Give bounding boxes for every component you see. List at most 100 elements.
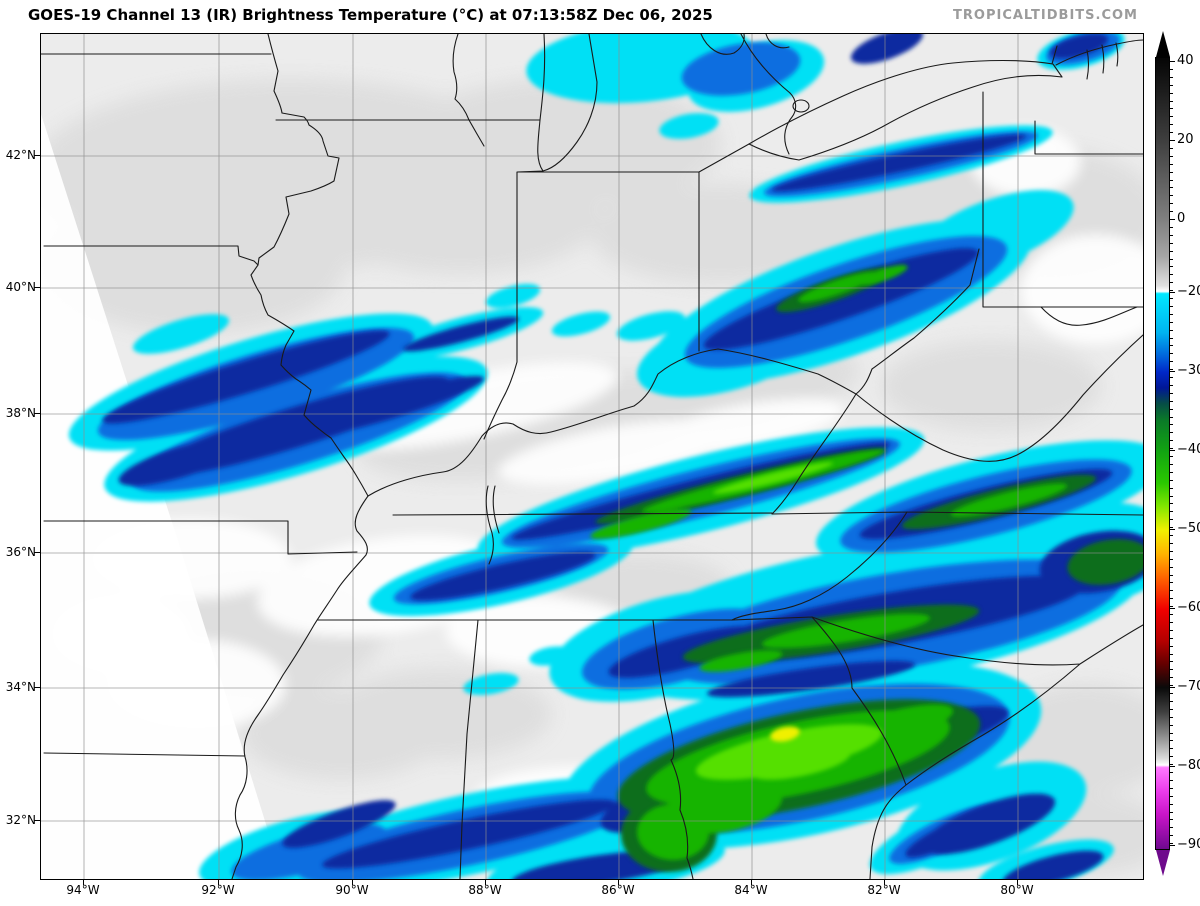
- colorbar-minor-tick: [1170, 266, 1173, 268]
- colorbar-minor-tick: [1170, 748, 1173, 750]
- colorbar-minor-tick: [1170, 732, 1173, 734]
- colorbar-minor-tick: [1170, 345, 1173, 347]
- colorbar-minor-tick: [1170, 448, 1173, 450]
- colorbar-tick-label: 20: [1177, 132, 1194, 147]
- border-northeast: [855, 91, 1143, 462]
- border-ohio-river: [367, 248, 980, 497]
- cloud-layer-bright-green: [695, 462, 883, 780]
- colorbar-minor-tick: [1170, 542, 1173, 544]
- colorbar-minor-tick: [1170, 100, 1173, 102]
- map-frame: [40, 33, 1144, 880]
- colorbar-minor-tick: [1170, 440, 1173, 442]
- colorbar-major-tick: [1170, 687, 1175, 688]
- colorbar-minor-tick: [1170, 511, 1173, 513]
- colorbar-minor-tick: [1170, 211, 1173, 213]
- colorbar-minor-tick: [1170, 661, 1173, 663]
- colorbar-minor-tick: [1170, 116, 1173, 118]
- border-lake-erie: [748, 39, 1143, 161]
- colorbar-minor-tick: [1170, 843, 1173, 845]
- colorbar-up-arrow: [1156, 31, 1170, 57]
- colorbar-minor-tick: [1170, 772, 1173, 773]
- colorbar-minor-tick: [1170, 724, 1173, 726]
- colorbar-tick-label: −70: [1177, 679, 1200, 694]
- colorbar-minor-tick: [1170, 132, 1173, 134]
- satellite-map-svg: [41, 34, 1143, 879]
- colorbar-major-tick: [1170, 61, 1175, 62]
- colorbar-minor-tick: [1170, 756, 1173, 758]
- colorbar-major-tick: [1170, 608, 1175, 609]
- lon-tick-label: 90°W: [335, 883, 369, 897]
- colorbar-minor-tick: [1170, 369, 1173, 371]
- colorbar: 40 20 0 −20 −30 −40 −50 −60 −70 −80 −90: [1155, 31, 1200, 881]
- colorbar-minor-tick: [1170, 171, 1173, 173]
- colorbar-tick-label: −40: [1177, 442, 1200, 457]
- lat-tick-label: 40°N: [5, 280, 36, 294]
- colorbar-minor-tick: [1170, 400, 1173, 402]
- colorbar-major-tick: [1170, 766, 1175, 767]
- colorbar-tick-label: −60: [1177, 600, 1200, 615]
- colorbar-minor-tick: [1170, 590, 1173, 592]
- colorbar-tick-label: 40: [1177, 53, 1194, 68]
- colorbar-minor-tick: [1170, 606, 1173, 608]
- border-southeast: [317, 393, 1143, 879]
- colorbar-major-tick: [1170, 371, 1175, 372]
- colorbar-minor-tick: [1170, 203, 1173, 205]
- colorbar-minor-tick: [1170, 432, 1173, 434]
- lat-tick-label: 38°N: [5, 406, 36, 420]
- figure-title: GOES-19 Channel 13 (IR) Brightness Tempe…: [28, 6, 713, 24]
- colorbar-minor-tick: [1170, 274, 1173, 276]
- colorbar-major-tick: [1170, 219, 1175, 220]
- colorbar-minor-tick: [1170, 582, 1173, 584]
- colorbar-minor-tick: [1170, 226, 1173, 228]
- lon-tick-label: 86°W: [601, 883, 635, 897]
- colorbar-minor-tick: [1170, 179, 1173, 181]
- colorbar-major-tick: [1170, 845, 1175, 846]
- colorbar-minor-tick: [1170, 147, 1173, 149]
- lon-tick-label: 84°W: [734, 883, 768, 897]
- colorbar-minor-tick: [1170, 305, 1173, 307]
- colorbar-minor-tick: [1170, 693, 1173, 694]
- colorbar-major-tick: [1170, 140, 1175, 141]
- colorbar-minor-tick: [1170, 68, 1173, 70]
- colorbar-minor-tick: [1170, 614, 1173, 615]
- colorbar-minor-tick: [1170, 416, 1173, 418]
- colorbar-minor-tick: [1170, 392, 1173, 394]
- grid-lines: [41, 34, 1143, 879]
- colorbar-minor-tick: [1170, 479, 1173, 481]
- colorbar-minor-tick: [1170, 290, 1173, 292]
- colorbar-minor-tick: [1170, 250, 1173, 252]
- colorbar-tick-label: −30: [1177, 363, 1200, 378]
- colorbar-minor-tick: [1170, 463, 1173, 465]
- colorbar-minor-tick: [1170, 795, 1173, 797]
- colorbar-minor-tick: [1170, 298, 1173, 299]
- colorbar-minor-tick: [1170, 764, 1173, 766]
- colorbar-minor-tick: [1170, 282, 1173, 284]
- cloud-layer-yellow-core: [770, 726, 800, 742]
- lat-tick-label: 34°N: [5, 680, 36, 694]
- colorbar-tick-label: −50: [1177, 521, 1200, 536]
- colorbar-minor-tick: [1170, 124, 1173, 126]
- colorbar-minor-tick: [1170, 234, 1173, 236]
- colorbar-minor-tick: [1170, 535, 1173, 536]
- lat-tick-label: 36°N: [5, 545, 36, 559]
- colorbar-minor-tick: [1170, 353, 1173, 355]
- site-watermark: TROPICALTIDBITS.COM: [953, 8, 1138, 23]
- colorbar-minor-tick: [1170, 645, 1173, 647]
- colorbar-minor-tick: [1170, 495, 1173, 497]
- colorbar-minor-tick: [1170, 621, 1173, 623]
- colorbar-minor-tick: [1170, 108, 1173, 110]
- colorbar-minor-tick: [1170, 708, 1173, 710]
- colorbar-minor-tick: [1170, 242, 1173, 244]
- colorbar-minor-tick: [1170, 361, 1173, 363]
- colorbar-minor-tick: [1170, 685, 1173, 687]
- colorbar-minor-tick: [1170, 550, 1173, 552]
- colorbar-major-tick: [1170, 450, 1175, 451]
- border-lake-stclair: [792, 99, 810, 113]
- colorbar-minor-tick: [1170, 574, 1173, 576]
- colorbar-minor-tick: [1170, 377, 1173, 378]
- colorbar-minor-tick: [1170, 424, 1173, 426]
- lat-tick-label: 42°N: [5, 148, 36, 162]
- lon-tick-label: 88°W: [468, 883, 502, 897]
- colorbar-minor-tick: [1170, 835, 1173, 837]
- colorbar-minor-tick: [1170, 384, 1173, 386]
